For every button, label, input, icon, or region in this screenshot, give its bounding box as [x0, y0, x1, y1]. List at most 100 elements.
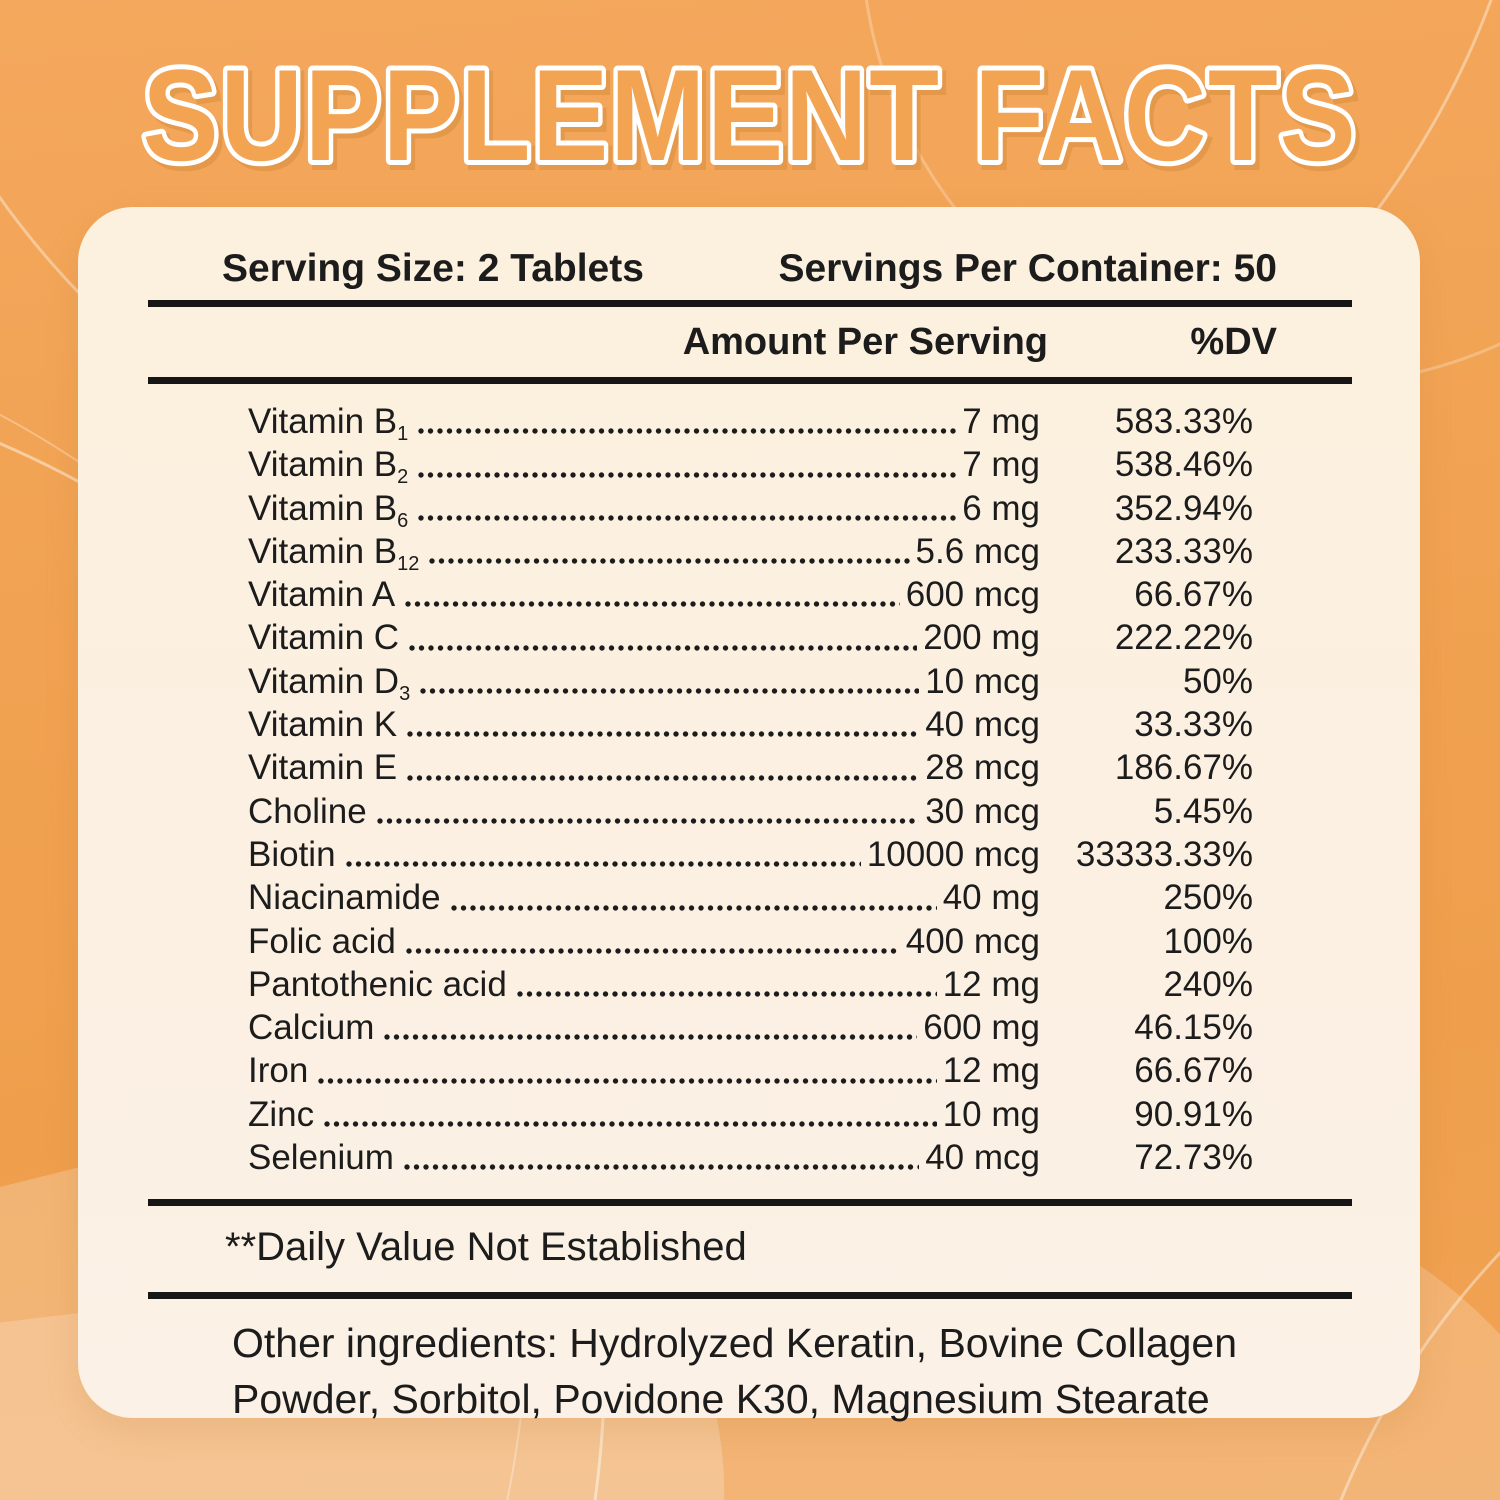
table-header: Amount Per Serving %DV — [148, 307, 1352, 377]
nutrient-dv: 46.15% — [1134, 1008, 1253, 1048]
nutrient-dv: 100% — [1163, 921, 1253, 961]
dotted-leader — [418, 514, 957, 521]
nutrient-amount: 40 mcg — [925, 1138, 1040, 1178]
nutrient-dv: 72.73% — [1134, 1138, 1253, 1178]
nutrient-row: Vitamin B12 5.6 mcg 233.33% — [148, 530, 1352, 575]
nutrient-name: Vitamin C — [248, 618, 400, 658]
nutrient-amount: 7 mg — [962, 445, 1040, 485]
nutrient-amount: 10 mg — [942, 1094, 1040, 1134]
nutrient-name: Vitamin B12 — [248, 531, 420, 575]
nutrient-dv: 583.33% — [1114, 402, 1253, 441]
page-title: SUPPLEMENT FACTS SUPPLEMENT FACTS — [138, 37, 1365, 198]
nutrient-dv: 66.67% — [1134, 1051, 1253, 1091]
nutrient-row: Iron 12 mg 66.67% — [148, 1049, 1352, 1092]
nutrient-amount: 600 mcg — [905, 575, 1040, 615]
nutrient-row: Vitamin A 600 mcg 66.67% — [148, 573, 1352, 616]
nutrient-name: Niacinamide — [248, 878, 441, 918]
nutrient-subscript: 12 — [397, 552, 420, 575]
dotted-leader — [405, 947, 900, 954]
page-title-shadow: SUPPLEMENT FACTS — [147, 47, 1362, 193]
dotted-leader — [418, 471, 957, 478]
serving-size: Serving Size: 2 Tablets — [222, 247, 644, 290]
dotted-leader — [420, 688, 920, 695]
nutrient-dv: 50% — [1182, 661, 1253, 701]
other-ingredients: Other ingredients: Hydrolyzed Keratin, B… — [232, 1320, 1238, 1423]
nutrient-row: Selenium 40 mcg 72.73% — [148, 1136, 1352, 1179]
nutrient-name: Calcium — [248, 1008, 375, 1048]
dotted-leader — [409, 644, 918, 651]
nutrient-row: Vitamin B6 6 mg 352.94% — [148, 487, 1352, 532]
dotted-leader — [418, 428, 957, 435]
nutrient-name: Choline — [248, 791, 367, 831]
nutrient-name: Folic acid — [248, 921, 396, 961]
nutrient-row: Vitamin K 40 mcg 33.33% — [148, 703, 1352, 746]
nutrient-name: Vitamin B6 — [248, 488, 409, 532]
nutrient-amount: 7 mg — [962, 402, 1040, 441]
dotted-leader — [345, 861, 861, 868]
dotted-leader — [429, 558, 910, 565]
nutrient-dv: 90.91% — [1134, 1094, 1253, 1134]
daily-value-note: **Daily Value Not Established — [225, 1225, 747, 1270]
nutrient-rows: Vitamin B1 7 mg 583.33% Vitamin B2 7 mg 538.4… — [148, 384, 1352, 1199]
nutrient-amount: 30 mcg — [925, 791, 1040, 831]
nutrient-name: Selenium — [248, 1138, 394, 1178]
nutrient-name: Vitamin E — [248, 748, 398, 788]
nutrient-name: Pantothenic acid — [248, 964, 507, 1004]
nutrient-row: Calcium 600 mg 46.15% — [148, 1006, 1352, 1049]
nutrient-row: Vitamin D3 10 mcg 50% — [148, 660, 1352, 705]
nutrient-row: Choline 30 mcg 5.45% — [148, 790, 1352, 833]
dotted-leader — [405, 601, 900, 608]
nutrient-row: Vitamin C 200 mg 222.22% — [148, 616, 1352, 659]
nutrient-dv: 186.67% — [1114, 748, 1253, 788]
servings-per-container: Servings Per Container: 50 — [778, 247, 1277, 290]
nutrient-row: Niacinamide 40 mg 250% — [148, 876, 1352, 919]
nutrient-dv: 250% — [1163, 878, 1253, 918]
dotted-leader — [407, 774, 920, 781]
nutrient-dv: 33.33% — [1134, 705, 1253, 745]
nutrient-name: Vitamin B2 — [248, 445, 409, 489]
nutrient-amount: 5.6 mcg — [915, 531, 1041, 571]
dotted-leader — [450, 904, 937, 911]
dotted-leader — [376, 817, 920, 824]
nutrient-dv: 33333.33% — [1075, 834, 1253, 874]
divider-header — [148, 377, 1352, 384]
nutrient-name: Biotin — [248, 834, 336, 874]
nutrient-row: Folic acid 400 mcg 100% — [148, 920, 1352, 963]
nutrient-dv: 240% — [1163, 964, 1253, 1004]
nutrient-subscript: 6 — [397, 509, 409, 532]
divider-footnote-top — [148, 1199, 1352, 1207]
nutrient-row: Pantothenic acid 12 mg 240% — [148, 963, 1352, 1006]
nutrient-dv: 5.45% — [1153, 791, 1253, 831]
dotted-leader — [318, 1077, 937, 1084]
page-title-text: SUPPLEMENT FACTS — [143, 42, 1358, 188]
nutrient-subscript: 2 — [397, 466, 409, 489]
nutrient-amount: 12 mg — [942, 1051, 1040, 1091]
nutrient-amount: 40 mg — [942, 878, 1040, 918]
serving-info: Serving Size: 2 Tablets Servings Per Con… — [78, 245, 1420, 293]
dv-header: %DV — [1190, 321, 1277, 363]
nutrient-amount: 28 mcg — [925, 748, 1040, 788]
nutrient-row: Vitamin B2 7 mg 538.46% — [148, 443, 1352, 489]
nutrient-amount: 10 mcg — [925, 661, 1040, 701]
nutrient-subscript: 3 — [399, 682, 411, 705]
nutrient-amount: 40 mcg — [925, 705, 1040, 745]
nutrient-row: Biotin 10000 mcg 33333.33% — [148, 833, 1352, 876]
facts-panel: Serving Size: 2 Tablets Servings Per Con… — [78, 207, 1420, 1422]
nutrient-name: Vitamin K — [248, 705, 398, 745]
dotted-leader — [407, 731, 920, 738]
nutrient-row: Zinc 10 mg 90.91% — [148, 1093, 1352, 1136]
nutrient-dv: 538.46% — [1114, 445, 1253, 485]
nutrient-dv: 352.94% — [1114, 488, 1253, 528]
nutrient-amount: 10000 mcg — [866, 834, 1040, 874]
divider-top — [148, 300, 1352, 307]
nutrient-amount: 6 mg — [962, 488, 1040, 528]
nutrient-dv: 222.22% — [1114, 618, 1253, 658]
nutrient-name: Vitamin D3 — [248, 661, 411, 705]
nutrient-dv: 66.67% — [1134, 575, 1253, 615]
nutrient-name: Iron — [248, 1051, 309, 1091]
nutrient-row: Vitamin B1 7 mg 583.33% — [148, 400, 1352, 444]
dotted-leader — [384, 1034, 918, 1041]
nutrient-row: Vitamin E 28 mcg 186.67% — [148, 746, 1352, 789]
nutrient-amount: 600 mg — [923, 1008, 1040, 1048]
